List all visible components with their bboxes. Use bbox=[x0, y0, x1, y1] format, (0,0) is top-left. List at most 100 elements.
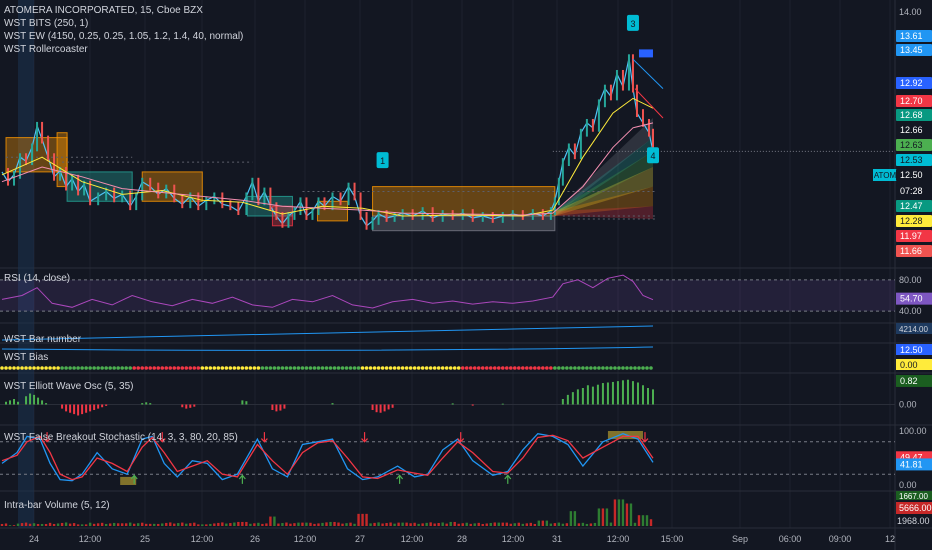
bias-dot bbox=[76, 366, 80, 370]
bias-dot bbox=[360, 366, 365, 370]
volume-bar bbox=[52, 523, 56, 526]
bias-dot bbox=[260, 366, 265, 370]
volume-bar bbox=[48, 522, 52, 526]
ew-target-band bbox=[554, 186, 653, 216]
bias-dot bbox=[316, 366, 321, 370]
bias-dot bbox=[352, 366, 357, 370]
volume-bar bbox=[277, 523, 280, 526]
volume-bar bbox=[68, 523, 72, 526]
wave-marker-4 bbox=[647, 147, 659, 164]
volume-bar bbox=[289, 523, 292, 526]
ewo-bar bbox=[586, 385, 589, 405]
volume-bar bbox=[637, 515, 641, 526]
wave-marker-label: 3 bbox=[630, 19, 635, 29]
volume-bar bbox=[437, 522, 440, 526]
bias-zero-tag bbox=[896, 359, 932, 370]
volume-bar bbox=[377, 522, 380, 526]
volume-bar bbox=[601, 508, 605, 526]
bias-dot bbox=[256, 366, 261, 370]
bias-dot bbox=[561, 366, 565, 370]
bias-dot bbox=[649, 366, 653, 370]
time-axis-label: 09:00 bbox=[829, 534, 852, 544]
price-series-close bbox=[1, 58, 654, 227]
price-tag bbox=[896, 44, 932, 56]
ewo-bar bbox=[5, 401, 8, 405]
rsi-band bbox=[0, 279, 895, 312]
fbs-sell-arrow bbox=[457, 432, 465, 443]
ewo-bar bbox=[591, 386, 594, 405]
bias-dot bbox=[128, 366, 132, 370]
bias-dot bbox=[332, 366, 337, 370]
rsi-value-label: 54.70 bbox=[900, 294, 923, 304]
volume-bar bbox=[389, 522, 392, 526]
price-series-fast-avg bbox=[1, 97, 654, 217]
bias-dot bbox=[452, 366, 457, 370]
time-axis-label: 24 bbox=[29, 534, 39, 544]
bias-dot bbox=[112, 366, 116, 370]
bias-dot bbox=[448, 366, 453, 370]
price-tag bbox=[896, 185, 932, 197]
bias-dot bbox=[176, 366, 181, 370]
bias-dot bbox=[144, 366, 149, 370]
volume-bar bbox=[205, 524, 208, 526]
volume-bar bbox=[213, 523, 216, 526]
bias-dot bbox=[248, 366, 253, 370]
volume-bar bbox=[64, 522, 68, 526]
bias-dot bbox=[585, 366, 589, 370]
bias-dot bbox=[292, 366, 297, 370]
main-legend: ATOMERA INCORPORATED, 15, Cboe BZX WST B… bbox=[4, 4, 243, 56]
volume-bar bbox=[337, 522, 340, 526]
volume-bar bbox=[517, 522, 520, 526]
ewo-bar bbox=[626, 379, 629, 405]
price-series-slow-avg bbox=[1, 122, 654, 216]
volume-bar bbox=[505, 522, 508, 526]
bias-line bbox=[1, 346, 654, 351]
volume-bar bbox=[509, 523, 512, 526]
fbs-buy-arrow bbox=[504, 474, 512, 484]
ewo-bar bbox=[193, 404, 196, 407]
volume-bar bbox=[165, 522, 168, 526]
price-tag bbox=[896, 30, 932, 42]
ewo-bar bbox=[33, 394, 36, 405]
barnum-label: 4214.00 bbox=[899, 325, 928, 334]
bias-dot bbox=[160, 366, 165, 370]
volume-bar bbox=[425, 522, 428, 526]
price-tag-label: 12.47 bbox=[900, 201, 923, 211]
volume-bar bbox=[0, 523, 4, 526]
ewo-bar bbox=[566, 394, 569, 405]
volume-bar bbox=[301, 522, 304, 526]
ewo-bar bbox=[391, 404, 394, 408]
volume-bar bbox=[345, 523, 348, 526]
vol-down-label: 5666.00 bbox=[899, 503, 932, 513]
study-ew: WST EW (4150, 0.25, 0.25, 1.05, 1.2, 1.4… bbox=[4, 31, 244, 42]
volume-bar bbox=[285, 522, 288, 526]
bias-dot bbox=[384, 366, 389, 370]
ewo-bar bbox=[561, 399, 564, 405]
bias-dot bbox=[380, 366, 385, 370]
ewo-bar bbox=[611, 381, 614, 405]
time-axis-label: 28 bbox=[457, 534, 467, 544]
ewo-bar bbox=[631, 381, 634, 405]
ewo-bar bbox=[85, 404, 88, 413]
ewo-bar bbox=[275, 404, 278, 412]
volume-bar bbox=[56, 523, 60, 526]
volume-bar bbox=[397, 522, 400, 526]
volume-bar bbox=[133, 523, 136, 526]
ewo-bar bbox=[451, 403, 454, 405]
bias-dot bbox=[300, 366, 305, 370]
bias-dot bbox=[601, 366, 605, 370]
time-axis-label: 15:00 bbox=[661, 534, 684, 544]
vol-tag-down bbox=[896, 502, 932, 514]
bias-dot bbox=[120, 366, 124, 370]
volume-bar bbox=[201, 524, 204, 526]
volume-bar bbox=[149, 523, 152, 526]
volume-bar bbox=[313, 523, 316, 526]
volume-bar bbox=[28, 523, 32, 526]
volume-bar bbox=[461, 523, 464, 526]
volume-bar bbox=[273, 516, 276, 526]
volume-bar bbox=[489, 522, 492, 526]
vol-pane-title: Intra-bar Volume (5, 12) bbox=[4, 500, 110, 511]
volume-bar bbox=[84, 524, 88, 526]
volume-bar bbox=[649, 519, 653, 526]
